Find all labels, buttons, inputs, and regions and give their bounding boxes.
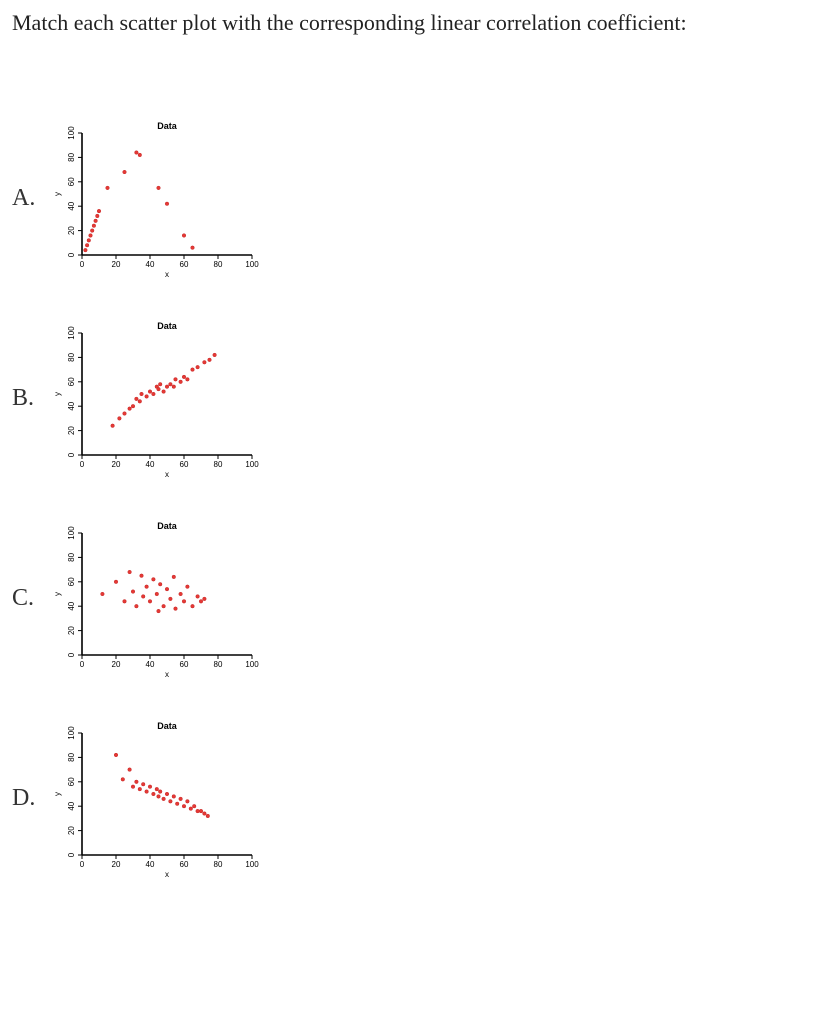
svg-text:100: 100 bbox=[245, 460, 259, 469]
svg-text:Data: Data bbox=[157, 121, 178, 131]
svg-text:40: 40 bbox=[146, 860, 155, 869]
svg-text:60: 60 bbox=[67, 377, 76, 386]
svg-text:0: 0 bbox=[67, 452, 76, 457]
scatter-plot: Data 0 20 40 60 80 100 x 0 20 40 60 80 100 y bbox=[52, 119, 262, 279]
svg-text:80: 80 bbox=[67, 152, 76, 161]
svg-text:20: 20 bbox=[67, 425, 76, 434]
svg-text:40: 40 bbox=[146, 460, 155, 469]
svg-text:80: 80 bbox=[214, 260, 223, 269]
svg-text:80: 80 bbox=[214, 460, 223, 469]
svg-text:Data: Data bbox=[157, 321, 178, 331]
svg-text:Data: Data bbox=[157, 521, 178, 531]
svg-text:100: 100 bbox=[67, 526, 76, 540]
svg-text:60: 60 bbox=[180, 260, 189, 269]
plot-label: B. bbox=[12, 385, 52, 412]
svg-text:100: 100 bbox=[245, 860, 259, 869]
question-text: Match each scatter plot with the corresp… bbox=[12, 8, 826, 39]
svg-text:0: 0 bbox=[67, 252, 76, 257]
svg-text:60: 60 bbox=[67, 177, 76, 186]
svg-text:100: 100 bbox=[67, 326, 76, 340]
plots-container: A.Data020406080100x020406080100yB.Data02… bbox=[12, 119, 826, 879]
svg-text:100: 100 bbox=[67, 126, 76, 140]
svg-text:100: 100 bbox=[245, 660, 259, 669]
svg-text:40: 40 bbox=[67, 201, 76, 210]
svg-text:60: 60 bbox=[180, 860, 189, 869]
svg-text:y: y bbox=[53, 192, 62, 196]
svg-text:80: 80 bbox=[67, 752, 76, 761]
svg-text:60: 60 bbox=[67, 577, 76, 586]
svg-text:40: 40 bbox=[67, 601, 76, 610]
svg-text:100: 100 bbox=[245, 260, 259, 269]
svg-text:40: 40 bbox=[67, 401, 76, 410]
svg-text:20: 20 bbox=[112, 860, 121, 869]
svg-text:0: 0 bbox=[80, 860, 85, 869]
svg-text:x: x bbox=[165, 270, 169, 279]
plot-row: D. Data 0 20 40 60 80 100 x 0 20 40 60 80 100 y bbox=[12, 719, 826, 879]
svg-text:20: 20 bbox=[67, 225, 76, 234]
svg-text:Data: Data bbox=[157, 721, 178, 731]
svg-text:40: 40 bbox=[67, 801, 76, 810]
svg-text:40: 40 bbox=[146, 260, 155, 269]
svg-text:y: y bbox=[53, 592, 62, 596]
plot-label: A. bbox=[12, 185, 52, 212]
plot-row: B. Data 0 20 40 60 80 100 x 0 20 40 60 80 100 y bbox=[12, 319, 826, 479]
svg-text:60: 60 bbox=[67, 777, 76, 786]
svg-text:60: 60 bbox=[180, 460, 189, 469]
svg-text:y: y bbox=[53, 392, 62, 396]
svg-text:80: 80 bbox=[214, 660, 223, 669]
svg-text:0: 0 bbox=[67, 652, 76, 657]
svg-text:40: 40 bbox=[146, 660, 155, 669]
plot-label: C. bbox=[12, 585, 52, 612]
scatter-plot: Data 0 20 40 60 80 100 x 0 20 40 60 80 100 y bbox=[52, 719, 262, 879]
svg-text:0: 0 bbox=[67, 852, 76, 857]
svg-text:20: 20 bbox=[112, 660, 121, 669]
plot-label: D. bbox=[12, 785, 52, 812]
svg-text:x: x bbox=[165, 670, 169, 679]
svg-text:100: 100 bbox=[67, 726, 76, 740]
svg-text:x: x bbox=[165, 870, 169, 879]
svg-text:0: 0 bbox=[80, 260, 85, 269]
svg-text:80: 80 bbox=[67, 552, 76, 561]
svg-text:80: 80 bbox=[214, 860, 223, 869]
svg-text:20: 20 bbox=[112, 260, 121, 269]
plot-row: C. Data 0 20 40 60 80 100 x 0 20 40 60 80 100 y bbox=[12, 519, 826, 679]
svg-text:0: 0 bbox=[80, 460, 85, 469]
plot-row: A. Data 0 20 40 60 80 100 x 0 20 40 60 80 100 y bbox=[12, 119, 826, 279]
svg-text:80: 80 bbox=[67, 352, 76, 361]
svg-text:y: y bbox=[53, 792, 62, 796]
svg-text:20: 20 bbox=[67, 625, 76, 634]
svg-text:0: 0 bbox=[80, 660, 85, 669]
scatter-plot: Data 0 20 40 60 80 100 x 0 20 40 60 80 100 y bbox=[52, 519, 262, 679]
svg-text:60: 60 bbox=[180, 660, 189, 669]
svg-text:20: 20 bbox=[67, 825, 76, 834]
svg-text:20: 20 bbox=[112, 460, 121, 469]
scatter-plot: Data 0 20 40 60 80 100 x 0 20 40 60 80 100 y bbox=[52, 319, 262, 479]
svg-text:x: x bbox=[165, 470, 169, 479]
